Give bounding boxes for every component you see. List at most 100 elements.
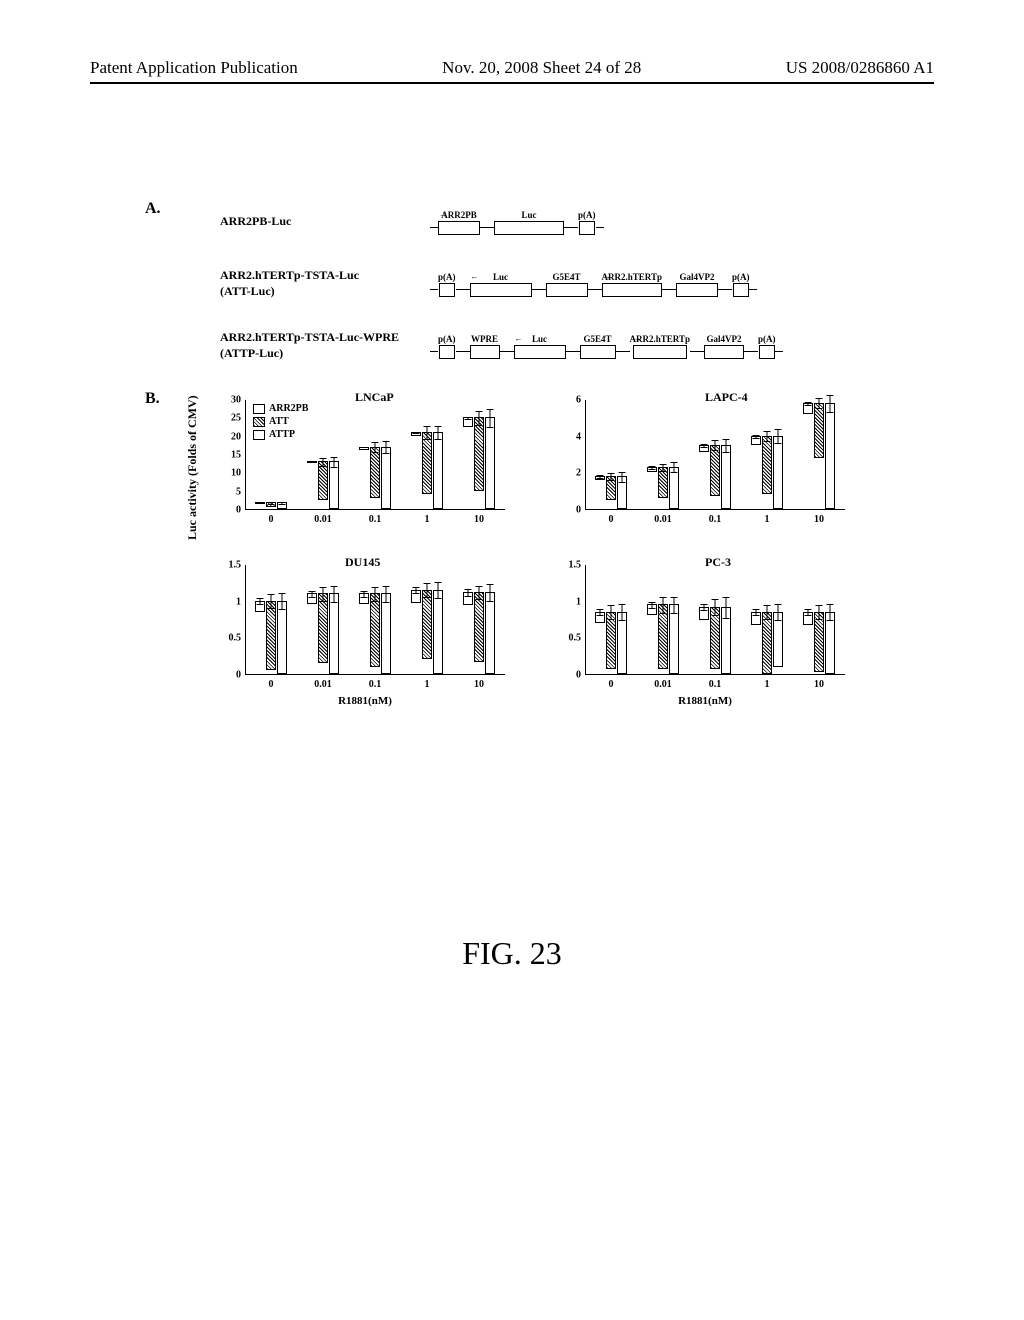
bar (307, 461, 317, 463)
chart: PC-300.511.500.010.1110R1881(nM) (555, 555, 855, 705)
y-tick: 1 (223, 596, 241, 607)
bar (617, 612, 627, 674)
bar (803, 612, 813, 625)
y-tick: 0 (563, 505, 581, 516)
connector-line (690, 351, 704, 352)
bar (751, 612, 761, 625)
bar (277, 601, 287, 674)
bar (751, 436, 761, 445)
error-bar (600, 475, 601, 479)
segment-label: G5E4T (552, 272, 580, 283)
error-bar (323, 458, 324, 467)
error-bar (375, 587, 376, 602)
error-bar (312, 462, 313, 463)
error-bar (386, 441, 387, 454)
y-tick: 1 (563, 596, 581, 607)
error-bar (726, 439, 727, 454)
bar (825, 403, 835, 509)
chart: DU14500.511.500.010.1110R1881(nM) (215, 555, 515, 705)
y-tick: 30 (223, 395, 241, 406)
segment: Luc (494, 210, 564, 235)
panel-b-label: B. (145, 390, 160, 408)
y-tick: 0 (223, 505, 241, 516)
bar (595, 612, 605, 623)
segment: p(A) (758, 334, 776, 359)
bar (699, 445, 709, 452)
bar (721, 445, 731, 509)
bar (359, 593, 369, 604)
segment: ARR2.hTERTp→ (602, 272, 662, 297)
chart: LNCaP05101520253000.010.1110ARR2PBATTATT… (215, 390, 515, 540)
panel-a-label: A. (145, 200, 161, 218)
segment-box (470, 345, 500, 359)
segment-label: WPRE (471, 334, 498, 345)
error-bar (830, 604, 831, 622)
connector-line (456, 351, 470, 352)
error-bar (364, 591, 365, 598)
charts-panel: Luc activity (Folds of CMV) LNCaP0510152… (215, 390, 865, 705)
y-tick: 0.5 (223, 633, 241, 644)
connector-line (744, 351, 758, 352)
error-bar (282, 593, 283, 611)
construct-diagram: ARR2PB→Lucp(A) (430, 210, 870, 235)
bar-group (463, 592, 495, 674)
segment-box: → (602, 283, 662, 297)
y-tick: 0.5 (563, 633, 581, 644)
error-bar (427, 583, 428, 598)
construct-name: ARR2.hTERTp-TSTA-Luc-WPRE(ATTP-Luc) (220, 330, 430, 361)
x-tick: 0.1 (369, 514, 382, 525)
constructs-panel: ARR2PB-LucARR2PB→Lucp(A)ARR2.hTERTp-TSTA… (220, 200, 870, 386)
segment-label: p(A) (578, 210, 596, 221)
bar (710, 607, 720, 669)
bar-group (463, 417, 495, 509)
bar-group (595, 612, 627, 674)
segment-label: Luc (532, 334, 547, 345)
x-tick: 1 (425, 679, 430, 690)
bar (370, 447, 380, 498)
error-bar (260, 503, 261, 504)
bar (647, 604, 657, 615)
bar (669, 604, 679, 674)
segment-label: Gal4VP2 (679, 272, 714, 283)
y-tick: 1.5 (563, 560, 581, 571)
x-tick: 0.01 (654, 679, 672, 690)
header-left: Patent Application Publication (90, 58, 298, 78)
segment: Gal4VP2 (676, 272, 718, 297)
x-axis-label: R1881(nM) (678, 695, 732, 707)
error-bar (334, 457, 335, 468)
segment: p(A) (438, 334, 456, 359)
bar (329, 593, 339, 674)
bar (307, 593, 317, 604)
plot-area (585, 400, 845, 510)
bar (814, 612, 824, 672)
bar (463, 417, 473, 426)
segment-label: G5E4T (583, 334, 611, 345)
chart-grid: LNCaP05101520253000.010.1110ARR2PBATTATT… (215, 390, 865, 705)
segment-box (759, 345, 775, 359)
bar (266, 601, 276, 671)
construct-row: ARR2PB-LucARR2PB→Lucp(A) (220, 200, 870, 244)
error-bar (271, 502, 272, 505)
bar-group (751, 612, 783, 674)
segment: WPRE (470, 334, 500, 359)
error-bar (611, 473, 612, 480)
segment: G5E4T (546, 272, 588, 297)
segment: Gal4VP2 (704, 334, 744, 359)
bar-group (359, 447, 391, 509)
bar (773, 612, 783, 667)
error-bar (704, 444, 705, 448)
bar (329, 461, 339, 509)
bar (318, 593, 328, 663)
error-bar (674, 597, 675, 615)
error-bar (704, 604, 705, 611)
connector-line (662, 289, 676, 290)
connector-line (480, 227, 494, 228)
legend-label: ATTP (269, 429, 295, 440)
segment-label: p(A) (438, 272, 456, 283)
error-bar (312, 591, 313, 598)
connector-line (564, 227, 578, 228)
segment: p(A) (578, 210, 596, 235)
error-bar (416, 432, 417, 434)
bar (485, 417, 495, 509)
bar (422, 432, 432, 494)
